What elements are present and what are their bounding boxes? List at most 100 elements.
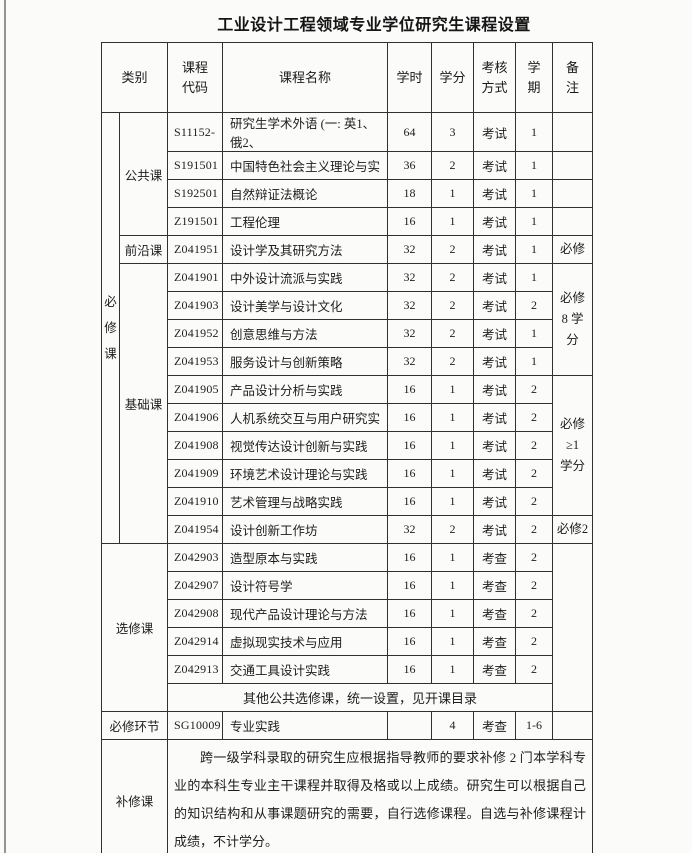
course-name: 设计美学与设计文化 (222, 291, 389, 320)
course-semester: 2 (515, 403, 554, 432)
course-assessment: 考查 (473, 599, 517, 628)
course-semester: 1-6 (515, 711, 554, 740)
course-semester: 2 (515, 627, 554, 656)
course-name: 专业实践 (222, 711, 389, 740)
header-assessment: 考核 方式 (473, 42, 517, 113)
course-hours: 16 (387, 431, 433, 460)
course-assessment: 考试 (473, 515, 517, 544)
course-code: Z041906 (167, 403, 224, 432)
page-title: 工业设计工程领域专业学位研究生课程设置 (217, 17, 531, 34)
course-credits: 2 (431, 515, 475, 544)
table-row: Z041954 设计创新工作坊 32 2 考试 2 必修2 (102, 515, 594, 544)
course-assessment: 考试 (473, 319, 517, 348)
remark-required-8-credits: 必修 8 学 分 (552, 263, 594, 376)
course-credits: 2 (431, 291, 475, 320)
course-semester: 1 (515, 263, 554, 292)
table-row: Z042914 虚拟现实技术与应用 16 1 考查 2 (102, 627, 593, 656)
course-credits: 2 (431, 319, 475, 348)
course-credits: 1 (431, 375, 475, 404)
page-edge-line (4, 0, 6, 853)
course-credits: 1 (431, 179, 475, 208)
course-code: Z041953 (167, 347, 224, 376)
table-row: Z042907 设计符号学 16 1 考查 2 (102, 571, 593, 600)
course-semester: 1 (515, 179, 554, 208)
course-hours: 36 (387, 151, 433, 180)
course-name: 虚拟现实技术与应用 (222, 627, 389, 656)
course-code: SG10009 (167, 711, 224, 740)
remark-required-ge1-credit: 必修 ≥1 学分 (552, 375, 594, 516)
table-row: 基础课 Z041901 中外设计流派与实践 32 2 考试 1 必修 8 学 分 (102, 263, 594, 544)
course-remark (552, 179, 594, 208)
course-semester: 1 (515, 151, 554, 180)
course-remark (552, 151, 594, 180)
group-required-courses: 必修课 (101, 112, 120, 544)
course-code: Z042914 (167, 627, 224, 656)
course-table: 类别 课程 代码 课程名称 学时 学分 考核 方式 学 期 备 注 必修课 公共… (100, 42, 594, 853)
course-name: 创意思维与方法 (222, 319, 389, 348)
course-code: Z041908 (167, 431, 224, 460)
table-row: Z041906 人机系统交互与用户研究实 16 1 考试 2 (102, 403, 593, 432)
header-course-name: 课程名称 (222, 42, 389, 113)
course-assessment: 考查 (473, 655, 517, 684)
table-row: S191501 中国特色社会主义理论与实 36 2 考试 1 (102, 151, 594, 180)
course-assessment: 考试 (473, 179, 517, 208)
course-hours: 16 (387, 627, 433, 656)
course-semester: 1 (515, 207, 554, 236)
course-name: 工程伦理 (222, 207, 389, 236)
course-name: 艺术管理与战略实践 (222, 487, 389, 516)
course-hours: 16 (387, 543, 433, 572)
table-row: 补修课 跨一级学科录取的研究生应根据指导教师的要求补修 2 门本学科专业的本科生… (100, 739, 594, 853)
course-credits: 1 (431, 207, 475, 236)
course-name: 产品设计分析与实践 (222, 375, 389, 404)
course-credits: 1 (431, 543, 475, 572)
course-hours: 32 (387, 263, 433, 292)
header-semester: 学 期 (515, 42, 554, 113)
course-credits: 1 (431, 627, 475, 656)
course-assessment: 考试 (473, 403, 517, 432)
remark-elective-empty (552, 543, 594, 712)
course-code: Z042903 (167, 543, 224, 572)
course-name: 环境艺术设计理论与实践 (222, 459, 389, 488)
course-hours: 32 (387, 291, 433, 320)
course-hours: 16 (387, 487, 433, 516)
course-semester: 2 (515, 375, 554, 404)
group-frontier-courses: 前沿课 (118, 235, 169, 264)
course-code: Z041905 (167, 375, 224, 404)
course-hours: 16 (387, 571, 433, 600)
course-code: Z041909 (167, 459, 224, 488)
course-semester: 2 (515, 291, 554, 320)
course-assessment: 考查 (473, 543, 517, 572)
course-hours: 16 (387, 207, 433, 236)
course-credits: 2 (431, 151, 475, 180)
course-remark (552, 207, 594, 236)
remark-required-2: 必修2 (552, 515, 594, 544)
course-assessment: 考试 (473, 291, 517, 320)
course-semester: 1 (515, 235, 554, 264)
group-supplementary-courses: 补修课 (100, 739, 169, 853)
course-hours: 32 (387, 515, 433, 544)
course-code: S11152- (167, 112, 224, 152)
course-code: Z191501 (167, 207, 224, 236)
course-assessment: 考试 (473, 151, 517, 180)
header-remark: 备 注 (552, 42, 594, 113)
course-credits: 2 (431, 347, 475, 376)
table-row: S192501 自然辩证法概论 18 1 考试 1 (102, 179, 594, 208)
course-name: 服务设计与创新策略 (222, 347, 389, 376)
course-credits: 1 (431, 403, 475, 432)
course-code: S192501 (167, 179, 224, 208)
table-row: Z042913 交通工具设计实践 16 1 考查 2 (102, 655, 593, 684)
course-hours: 16 (387, 655, 433, 684)
course-semester: 1 (515, 319, 554, 348)
course-name: 中国特色社会主义理论与实 (222, 151, 389, 180)
course-assessment: 考查 (473, 571, 517, 600)
table-row: Z041910 艺术管理与战略实践 16 1 考试 2 (102, 487, 593, 516)
group-elective-courses: 选修课 (100, 543, 169, 712)
table-row: Z041905 产品设计分析与实践 16 1 考试 2 必修 ≥1 学分 (102, 375, 594, 516)
course-credits: 2 (431, 263, 475, 292)
course-credits: 1 (431, 599, 475, 628)
course-credits: 1 (431, 655, 475, 684)
course-hours: 16 (387, 375, 433, 404)
table-row: Z041909 环境艺术设计理论与实践 16 1 考试 2 (102, 459, 593, 488)
table-row: 必修环节 SG10009 专业实践 4 考查 1-6 (100, 711, 594, 740)
table-row: Z041903 设计美学与设计文化 32 2 考试 2 (102, 291, 593, 320)
